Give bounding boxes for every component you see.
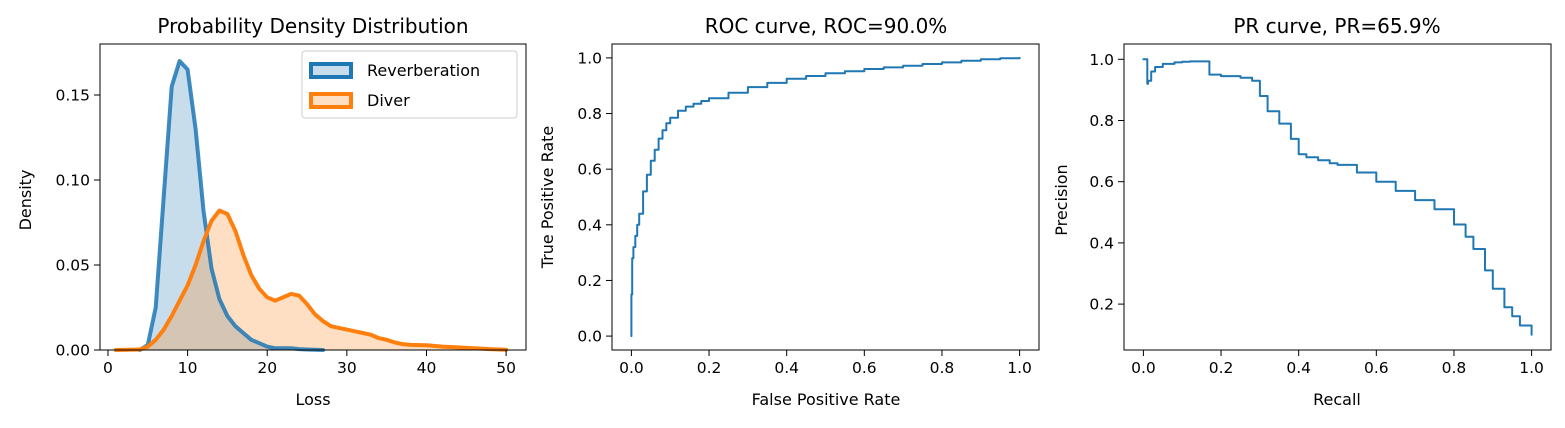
density-x-tick-label: 0 [103, 359, 113, 377]
density-x-axis-label: Loss [295, 390, 330, 409]
legend-swatch-reverberation [309, 62, 353, 79]
pr-chart-title: PR curve, PR=65.9% [1233, 14, 1440, 38]
density-area-reverberation [139, 61, 323, 350]
pr-x-ticks: 0.0 0.2 0.4 0.6 0.8 1.0 [1131, 350, 1544, 377]
roc-y-tick-label: 0.2 [577, 272, 602, 290]
pr-line-series-0 [1142, 58, 1533, 336]
density-x-tick-label: 20 [257, 359, 277, 377]
roc-lines [630, 56, 1021, 338]
density-x-tick-label: 50 [496, 359, 516, 377]
density-y-tick-label: 0.05 [55, 257, 90, 275]
density-x-tick-label: 40 [417, 359, 437, 377]
roc-chart-panel: ROC curve, ROC=90.0% False Positive Rate… [538, 14, 1040, 409]
pr-x-axis-label: Recall [1313, 390, 1361, 409]
density-chart-title: Probability Density Distribution [157, 14, 468, 38]
density-area-diver [115, 210, 507, 350]
pr-x-tick-label: 1.0 [1519, 359, 1544, 377]
roc-chart-title: ROC curve, ROC=90.0% [705, 14, 948, 38]
pr-plot-frame [1123, 43, 1552, 351]
roc-x-tick-label: 1.0 [1007, 359, 1032, 377]
density-y-tick-label: 0.15 [55, 87, 90, 105]
pr-y-tick-label: 0.4 [1089, 234, 1114, 252]
pr-y-ticks: 0.2 0.4 0.6 0.8 1.0 [1089, 51, 1124, 314]
legend-label-reverberation: Reverberation [367, 61, 480, 80]
density-x-ticks: 0 10 20 30 40 50 [103, 350, 516, 377]
density-legend: Reverberation Diver [301, 50, 518, 119]
density-y-tick-label: 0.10 [55, 172, 90, 190]
roc-y-tick-label: 0.0 [577, 328, 602, 346]
pr-lines [1142, 58, 1533, 336]
roc-x-tick-label: 0.6 [852, 359, 877, 377]
legend-swatch-diver [309, 92, 353, 109]
roc-y-tick-label: 0.8 [577, 105, 602, 123]
density-line-diver [113, 208, 509, 352]
pr-y-tick-label: 0.2 [1089, 296, 1114, 314]
roc-y-tick-label: 0.4 [577, 216, 602, 234]
pr-x-tick-label: 0.8 [1442, 359, 1467, 377]
density-plot-frame [99, 43, 527, 351]
pr-y-tick-label: 0.8 [1089, 112, 1114, 130]
roc-x-tick-label: 0.4 [774, 359, 799, 377]
density-chart-panel: Probability Density Distribution Loss De… [16, 14, 527, 409]
roc-x-axis-label: False Positive Rate [752, 390, 901, 409]
roc-x-tick-label: 0.0 [619, 359, 644, 377]
pr-chart-panel: PR curve, PR=65.9% Recall Precision 0.0 0… [1052, 14, 1552, 409]
roc-x-tick-label: 0.8 [930, 359, 955, 377]
density-lines [113, 59, 509, 352]
roc-line-series-0 [630, 56, 1021, 338]
legend-box [301, 50, 518, 119]
pr-x-tick-label: 0.0 [1131, 359, 1156, 377]
roc-x-tick-label: 0.2 [697, 359, 722, 377]
pr-x-tick-label: 0.6 [1364, 359, 1389, 377]
density-x-tick-label: 10 [178, 359, 198, 377]
roc-y-axis-label: True Positive Rate [538, 126, 557, 270]
roc-plot-frame [611, 43, 1040, 351]
density-y-ticks: 0.00 0.05 0.10 0.15 [55, 87, 100, 360]
pr-y-tick-label: 0.6 [1089, 173, 1114, 191]
pr-y-tick-label: 1.0 [1089, 51, 1114, 69]
density-line-reverberation [137, 59, 325, 352]
roc-y-ticks: 0.0 0.2 0.4 0.6 0.8 1.0 [577, 49, 612, 346]
roc-x-ticks: 0.0 0.2 0.4 0.6 0.8 1.0 [619, 350, 1032, 377]
density-y-axis-label: Density [16, 170, 35, 231]
density-fill-areas [115, 61, 507, 350]
roc-y-tick-label: 0.6 [577, 161, 602, 179]
pr-y-axis-label: Precision [1052, 164, 1071, 235]
legend-label-diver: Diver [367, 91, 410, 110]
density-x-tick-label: 30 [337, 359, 357, 377]
density-y-tick-label: 0.00 [55, 342, 90, 360]
roc-y-tick-label: 1.0 [577, 49, 602, 67]
pr-x-tick-label: 0.2 [1209, 359, 1234, 377]
pr-x-tick-label: 0.4 [1286, 359, 1311, 377]
